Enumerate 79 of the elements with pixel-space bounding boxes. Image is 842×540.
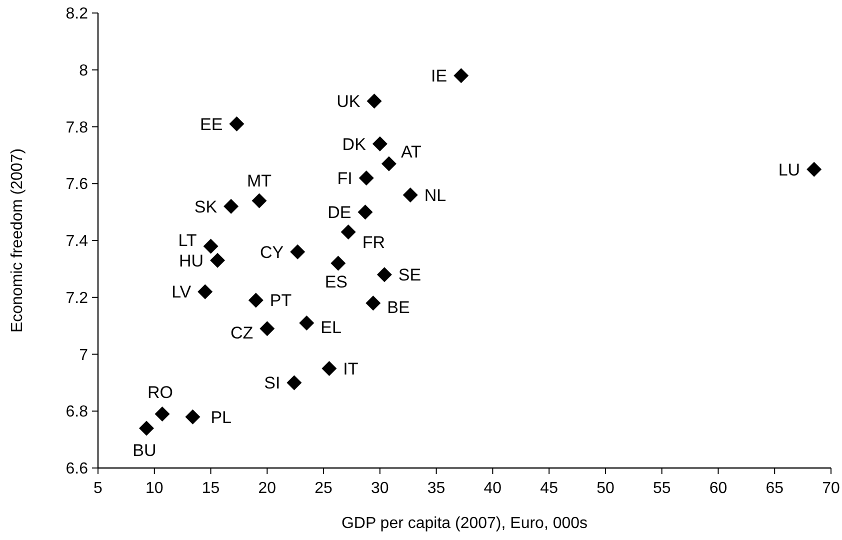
y-tick-label: 8.2 xyxy=(66,6,88,23)
point xyxy=(340,224,356,240)
annotation: IT xyxy=(343,359,358,378)
point xyxy=(358,204,373,220)
annotation: SI xyxy=(264,374,280,393)
x-axis-title: GDP per capita (2007), Euro, 000s xyxy=(341,515,588,532)
x-tick-label: 40 xyxy=(484,480,502,497)
annotation: SK xyxy=(194,197,218,216)
point xyxy=(322,360,337,376)
point xyxy=(252,193,267,208)
point xyxy=(402,188,418,202)
x-tick-label: 35 xyxy=(427,480,446,497)
x-tick-label: 20 xyxy=(258,480,276,497)
x-tick-label: 55 xyxy=(652,480,671,497)
annotation: ES xyxy=(324,272,348,292)
point xyxy=(198,284,213,300)
annotation: IE xyxy=(431,66,448,86)
annotation: SE xyxy=(398,266,422,285)
point xyxy=(358,170,374,186)
x-tick-label: 15 xyxy=(202,480,220,497)
y-tick-label: 6.6 xyxy=(66,460,88,478)
x-tick-label: 10 xyxy=(145,480,164,497)
point xyxy=(330,256,346,271)
annotation: LV xyxy=(172,282,192,302)
point xyxy=(260,321,275,336)
annotation: MT xyxy=(246,172,272,191)
x-tick-label: 30 xyxy=(371,480,389,497)
point xyxy=(224,198,239,214)
annotation: PT xyxy=(270,291,292,310)
x-tick-label: 5 xyxy=(94,480,103,497)
point xyxy=(229,116,244,132)
annotation: EL xyxy=(320,318,342,337)
point xyxy=(366,296,381,311)
point xyxy=(806,162,822,177)
x-tick-label: 65 xyxy=(766,480,784,497)
annotation: CZ xyxy=(230,324,254,343)
point xyxy=(210,252,226,268)
point xyxy=(290,244,306,260)
annotation: RO xyxy=(148,382,174,402)
point xyxy=(203,238,218,254)
annotation: PL xyxy=(210,408,232,427)
annotation: DK xyxy=(342,134,367,154)
x-tick-label: 60 xyxy=(709,480,728,497)
annotation: UK xyxy=(336,92,361,112)
x-tick-label: 70 xyxy=(822,480,840,497)
y-tick-label: 6.8 xyxy=(66,404,88,421)
annotation: FI xyxy=(337,168,352,188)
x-tick-label: 50 xyxy=(596,480,614,497)
point xyxy=(299,315,314,330)
point xyxy=(154,406,170,422)
annotation: BU xyxy=(132,441,156,460)
y-tick-label: 7.6 xyxy=(66,176,88,194)
annotation: LT xyxy=(178,231,197,250)
point xyxy=(376,267,392,282)
point xyxy=(454,68,469,84)
y-tick-label: 7 xyxy=(79,346,88,364)
annotation: LU xyxy=(778,160,800,180)
annotation: CY xyxy=(260,242,284,262)
y-tick-label: 7.4 xyxy=(66,233,88,250)
annotation: HU xyxy=(178,251,204,270)
annotation: NL xyxy=(424,186,446,205)
point xyxy=(185,409,200,424)
y-axis-title: Economic freedom (2007) xyxy=(9,148,26,333)
y-tick-label: 7.8 xyxy=(66,119,88,136)
point xyxy=(372,136,388,152)
annotation: EE xyxy=(200,114,223,134)
x-tick-label: 25 xyxy=(314,480,333,497)
annotation: AT xyxy=(400,142,422,162)
annotation: DE xyxy=(328,203,352,222)
y-tick-label: 8 xyxy=(79,62,88,80)
y-tick-label: 7.2 xyxy=(66,290,88,307)
annotation: BE xyxy=(387,298,410,318)
point xyxy=(286,375,302,390)
point xyxy=(366,94,382,109)
annotation: FR xyxy=(362,232,386,252)
point xyxy=(248,292,264,308)
point xyxy=(381,156,396,172)
x-tick-label: 45 xyxy=(540,480,558,497)
point xyxy=(138,420,154,436)
